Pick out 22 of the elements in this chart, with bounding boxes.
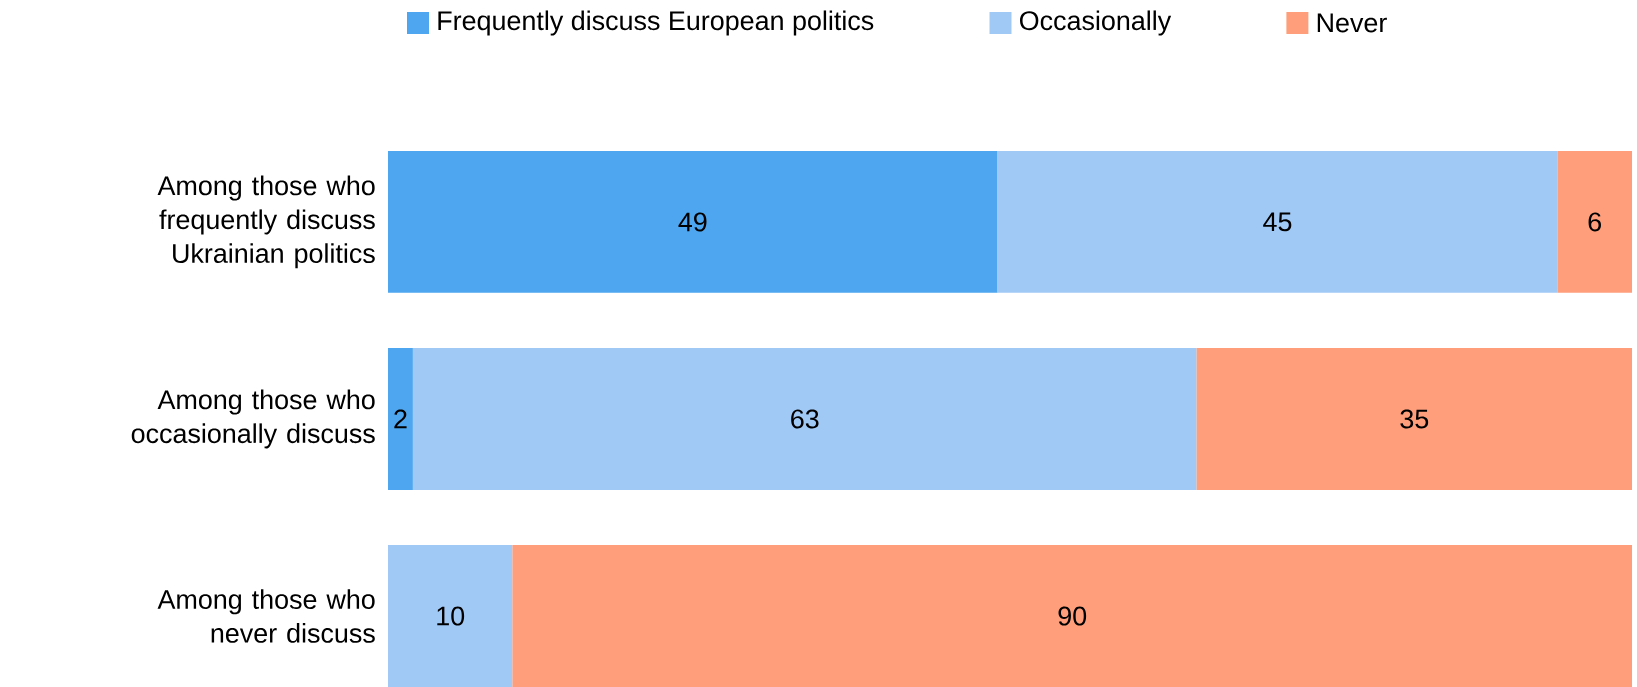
data-label: 10 bbox=[437, 606, 465, 626]
bar bbox=[1196, 348, 1633, 490]
y-tick-label: Among those who occasionally discuss bbox=[131, 389, 375, 449]
data-label: 2 bbox=[394, 409, 407, 429]
legend-label: Never bbox=[1317, 13, 1387, 33]
data-label: 6 bbox=[1588, 212, 1601, 232]
legend-label: Occasionally bbox=[1019, 10, 1172, 36]
bar bbox=[388, 545, 513, 687]
legend-label: Frequently discuss European politics bbox=[438, 10, 874, 36]
bar bbox=[388, 150, 998, 293]
bar bbox=[997, 150, 1558, 293]
data-label: 90 bbox=[1058, 606, 1087, 626]
data-label: 63 bbox=[791, 409, 819, 429]
bar bbox=[512, 545, 1633, 687]
y-tick-label: Among those who frequently discuss Ukrainian politics bbox=[157, 175, 375, 269]
data-label: 35 bbox=[1400, 409, 1429, 429]
data-label: 49 bbox=[678, 212, 707, 232]
y-tick-label: Among those who never discuss bbox=[157, 589, 375, 643]
bar bbox=[1557, 150, 1633, 293]
bar bbox=[388, 348, 413, 490]
bar bbox=[412, 348, 1197, 490]
data-label: 45 bbox=[1263, 212, 1292, 232]
